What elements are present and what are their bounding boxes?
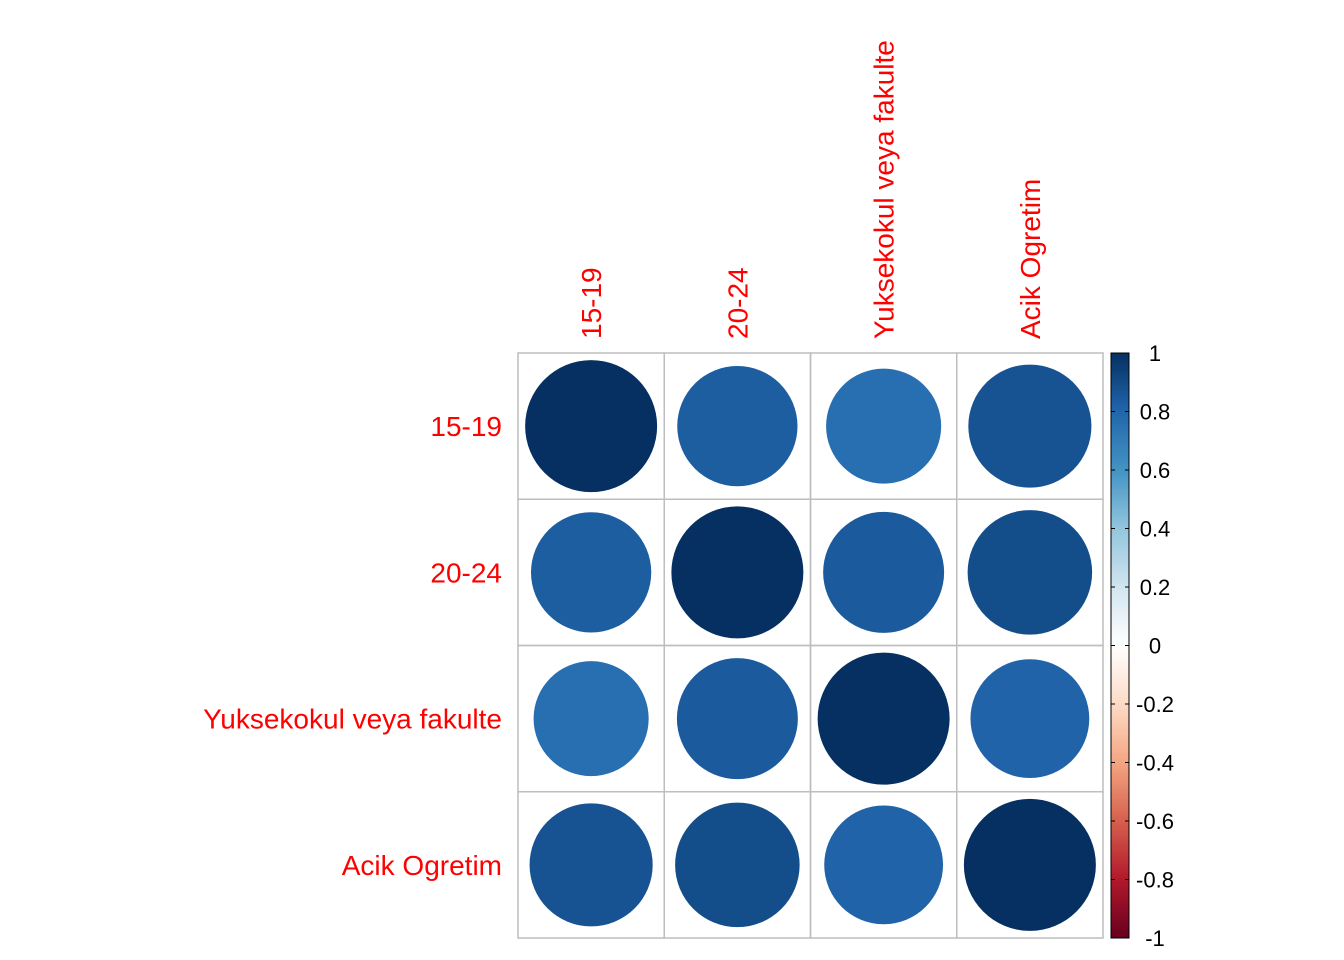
correlation-circle xyxy=(533,661,649,777)
colorbar-tick-label: -0.6 xyxy=(1136,809,1174,834)
column-label: 20-24 xyxy=(722,267,753,339)
correlation-circle xyxy=(970,659,1090,779)
correlation-circle xyxy=(817,652,950,785)
colorbar: 1 0.8 0.6 0.4 0.2 0 -0.2 -0.4 -0.6 -0.8 -1 xyxy=(1110,341,1174,951)
colorbar-tick-label: 0.8 xyxy=(1140,400,1171,425)
correlation-circle xyxy=(823,511,945,633)
correlation-circle xyxy=(525,360,658,493)
correlation-circle xyxy=(676,658,798,780)
row-labels: 15-19 20-24 Yuksekokul veya fakulte Acik Og… xyxy=(203,411,502,881)
column-label: Acik Ogretim xyxy=(1015,179,1046,339)
correlation-circle xyxy=(529,803,653,927)
correlation-circle xyxy=(530,512,652,633)
colorbar-tick-label: 0 xyxy=(1149,634,1161,659)
circle-layer xyxy=(525,360,1096,931)
colorbar-tick-label: -0.8 xyxy=(1136,868,1174,893)
column-label: Yuksekokul veya fakulte xyxy=(869,40,900,339)
correlation-circle xyxy=(963,798,1096,931)
correlation-circle xyxy=(968,364,1092,488)
colorbar-tick-label: -0.4 xyxy=(1136,751,1174,776)
row-label: 20-24 xyxy=(430,557,502,588)
correlation-circle xyxy=(675,802,800,928)
colorbar-tick-label: -0.2 xyxy=(1136,692,1174,717)
correlation-circle xyxy=(677,365,798,487)
grid-layer xyxy=(517,352,1104,939)
colorbar-tick-label: 0.4 xyxy=(1140,517,1171,542)
row-label: Acik Ogretim xyxy=(342,850,502,881)
column-label: 15-19 xyxy=(576,267,607,339)
column-labels: 15-19 20-24 Yuksekokul veya fakulte Acik Og… xyxy=(576,40,1046,339)
colorbar-tick-label: 0.6 xyxy=(1140,458,1171,483)
correlation-circle xyxy=(824,805,944,925)
colorbar-tick-label: -1 xyxy=(1145,926,1165,951)
row-label: Yuksekokul veya fakulte xyxy=(203,704,502,735)
row-label: 15-19 xyxy=(430,411,502,442)
correlation-circle xyxy=(826,368,942,484)
colorbar-tick-label: 1 xyxy=(1149,341,1161,366)
correlation-circle xyxy=(967,510,1093,635)
correlation-circle xyxy=(671,506,804,639)
colorbar-tick-label: 0.2 xyxy=(1140,575,1171,600)
grid-cell xyxy=(956,791,1104,939)
